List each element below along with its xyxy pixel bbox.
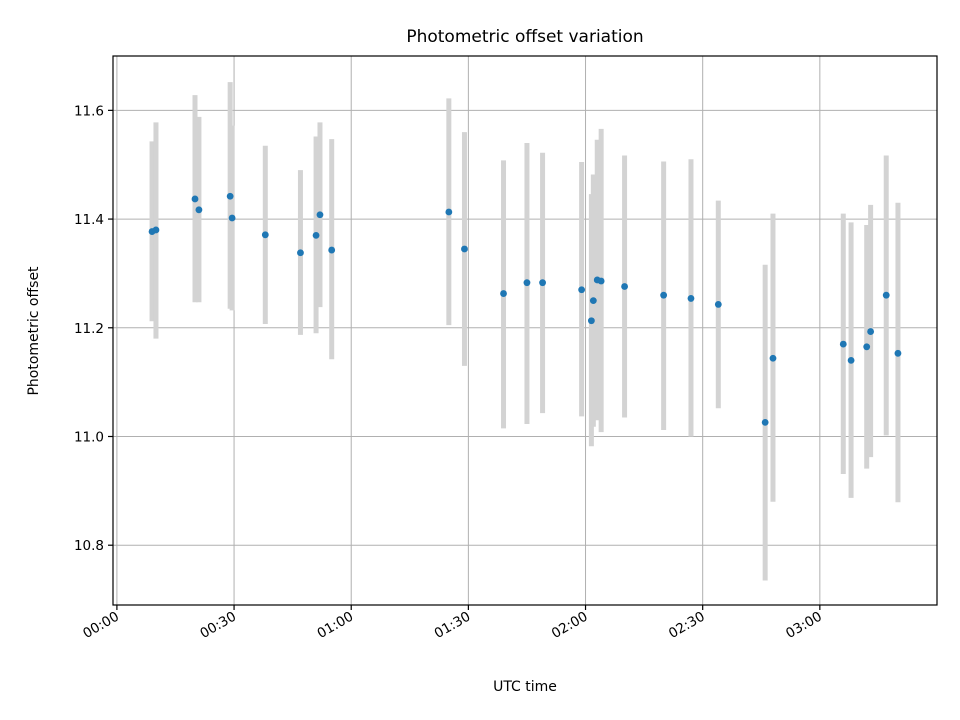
y-tick-label: 11.2 xyxy=(74,321,104,337)
data-point xyxy=(261,231,269,239)
data-point xyxy=(500,290,507,297)
data-point xyxy=(863,343,871,351)
y-tick-label: 10.8 xyxy=(74,538,104,554)
data-point xyxy=(191,195,199,203)
x-tick-label: 02:30 xyxy=(666,609,708,642)
x-tick-label: 01:00 xyxy=(315,609,357,642)
x-tick-label: 00:00 xyxy=(80,609,122,642)
data-point xyxy=(195,206,203,214)
x-tick-label: 02:00 xyxy=(549,609,591,642)
plot-frame xyxy=(112,55,938,606)
data-point xyxy=(882,291,890,299)
data-point xyxy=(589,297,597,305)
data-point xyxy=(894,349,902,357)
y-tick-label: 11.0 xyxy=(74,429,104,445)
data-point xyxy=(312,231,320,239)
data-point xyxy=(761,418,769,426)
data-point xyxy=(539,279,546,287)
data-point xyxy=(461,245,468,253)
data-point xyxy=(714,301,722,308)
x-tick-label: 00:30 xyxy=(197,609,239,642)
y-axis-label: Photometric offset xyxy=(26,266,42,396)
data-point xyxy=(687,295,695,302)
data-point xyxy=(152,226,160,234)
y-tick-label: 11.4 xyxy=(74,212,104,228)
data-point xyxy=(839,340,847,348)
error-bars xyxy=(149,82,901,581)
data-point xyxy=(769,354,777,362)
data-point xyxy=(621,283,628,290)
data-point xyxy=(523,279,531,287)
data-point xyxy=(228,214,236,222)
x-tick-label: 01:30 xyxy=(432,609,474,642)
data-point xyxy=(226,192,234,200)
data-point xyxy=(587,317,595,325)
data-point xyxy=(316,211,324,219)
y-tick-label: 11.6 xyxy=(74,103,104,119)
data-point xyxy=(328,246,336,254)
x-axis-label: UTC time xyxy=(493,679,557,695)
x-tick-label: 03:00 xyxy=(783,609,825,642)
data-points xyxy=(148,192,902,426)
data-point xyxy=(297,249,304,257)
data-point xyxy=(578,286,586,294)
data-point xyxy=(847,356,855,364)
chart-title: Photometric offset variation xyxy=(406,27,643,47)
data-point xyxy=(597,277,605,285)
data-point xyxy=(660,291,668,299)
data-point xyxy=(445,208,453,216)
data-point xyxy=(867,328,875,335)
